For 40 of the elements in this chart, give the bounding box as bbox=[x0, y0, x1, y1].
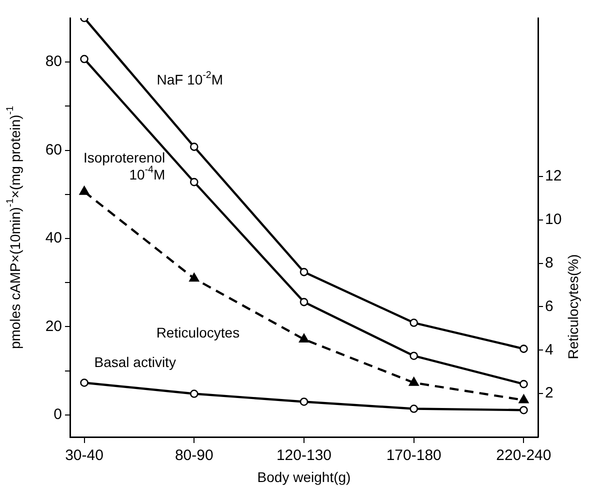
point bbox=[190, 178, 198, 186]
y-tick-label: 80 bbox=[45, 53, 62, 70]
series-label: Reticulocytes bbox=[156, 324, 240, 341]
y-tick-label: 60 bbox=[45, 141, 62, 158]
x-tick-label: 120-130 bbox=[276, 447, 332, 464]
point bbox=[520, 406, 528, 414]
point bbox=[189, 272, 200, 282]
point bbox=[190, 142, 198, 151]
x-tick-label: 80-90 bbox=[174, 447, 214, 464]
point bbox=[410, 352, 418, 360]
x-tick-label: 30-40 bbox=[65, 447, 104, 464]
point bbox=[300, 298, 308, 306]
point bbox=[300, 268, 308, 276]
y-axis-title: pmoles cAMP×(10min)-1×(mg protein)-1 bbox=[5, 106, 23, 350]
point bbox=[80, 378, 88, 387]
y2-tick-label: 2 bbox=[545, 384, 554, 402]
y2-tick-label: 4 bbox=[545, 341, 554, 358]
point bbox=[299, 334, 309, 342]
y-tick-label: 20 bbox=[45, 318, 62, 335]
x-tick-label: 170-180 bbox=[386, 447, 442, 464]
point bbox=[410, 404, 418, 413]
y-tick-label: 0 bbox=[54, 406, 62, 424]
y2-axis-title: Reticulocytes(%) bbox=[564, 254, 581, 360]
point bbox=[190, 390, 198, 398]
y-tick-label: 40 bbox=[45, 230, 62, 247]
point bbox=[520, 380, 528, 388]
point bbox=[408, 377, 419, 386]
point bbox=[518, 394, 529, 404]
point bbox=[410, 318, 418, 327]
y2-tick-label: 12 bbox=[545, 168, 562, 185]
point bbox=[300, 398, 308, 406]
point bbox=[79, 186, 90, 195]
series-label: Basal activity bbox=[94, 354, 176, 370]
point bbox=[520, 344, 528, 353]
y2-tick-label: 6 bbox=[545, 298, 554, 315]
y2-tick-label: 8 bbox=[545, 254, 554, 272]
point bbox=[80, 54, 88, 64]
x-axis-title: Body weight(g) bbox=[257, 468, 351, 485]
x-tick-label: 220-240 bbox=[496, 447, 552, 464]
y2-tick-label: 10 bbox=[545, 211, 562, 228]
